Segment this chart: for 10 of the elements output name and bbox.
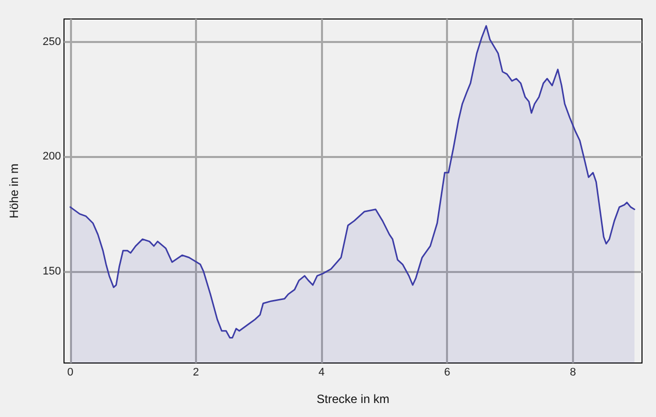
x-axis-title: Strecke in km bbox=[316, 392, 390, 406]
x-tick-label: 2 bbox=[192, 366, 199, 378]
y-tick-label: 250 bbox=[42, 36, 61, 48]
y-tick-label: 200 bbox=[42, 150, 61, 163]
x-tick-label: 4 bbox=[318, 366, 325, 378]
y-tick-label: 150 bbox=[42, 265, 61, 278]
y-axis-title: Höhe in m bbox=[7, 164, 21, 218]
x-tick-label: 6 bbox=[444, 366, 450, 378]
x-tick-label: 8 bbox=[570, 366, 576, 378]
x-tick-label: 0 bbox=[67, 366, 74, 378]
